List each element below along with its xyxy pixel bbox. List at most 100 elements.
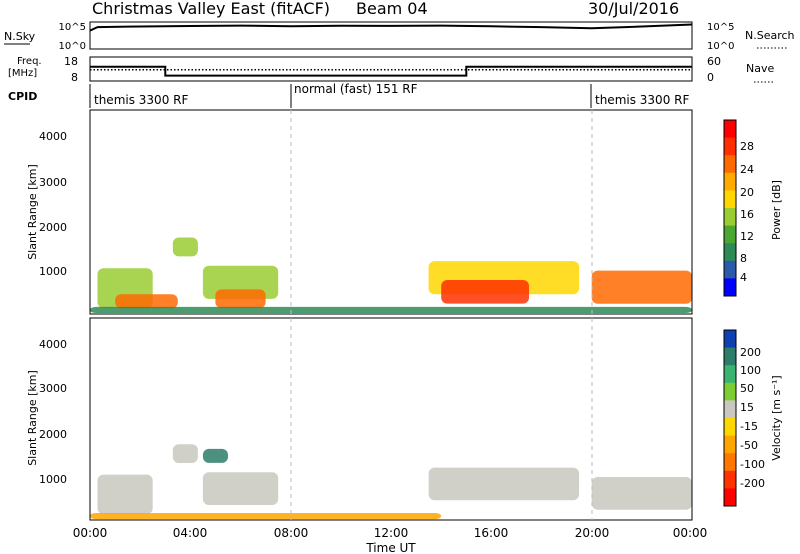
power-colorbar-swatch — [724, 243, 736, 262]
nsearch-tick-bottom: 10^0 — [707, 41, 734, 52]
velocity-echo-region — [202, 472, 279, 505]
time-axis-label: Time UT — [365, 541, 416, 554]
nave-label: Nave — [746, 62, 774, 75]
time-axis: 00:00 04:00 08:00 12:00 16:00 20:00 00:0… — [73, 526, 708, 554]
power-cbar-tick-24: 24 — [740, 163, 754, 176]
power-colorbar-swatch — [724, 155, 736, 174]
cpid-segment-1: themis 3300 RF — [94, 93, 188, 107]
velocity-cbar-tick-50: 50 — [740, 382, 754, 395]
velocity-echo-region — [591, 477, 692, 510]
velocity-colorbar-swatch — [724, 488, 736, 507]
beam-label: Beam 04 — [356, 0, 428, 18]
date-label: 30/Jul/2016 — [588, 0, 679, 18]
power-cbar-tick-4: 4 — [740, 271, 747, 284]
velocity-colorbar-swatch — [724, 435, 736, 454]
velocity-ytick-3000: 3000 — [39, 382, 67, 395]
velocity-ytick-1000: 1000 — [39, 473, 67, 486]
velocity-echo-region — [97, 474, 153, 515]
nsky-series — [89, 23, 693, 32]
cpid-segment-2: normal (fast) 151 RF — [294, 82, 418, 96]
power-echo-region — [90, 306, 692, 313]
power-echo-region — [441, 280, 529, 304]
time-tick-2000: 20:00 — [575, 526, 610, 540]
power-panel: 4000 3000 2000 1000 Slant Range [km] 28 … — [26, 109, 783, 315]
cpid-segment-3: themis 3300 RF — [595, 93, 689, 107]
velocity-echo-region — [428, 467, 580, 501]
velocity-echo-region — [202, 448, 228, 463]
power-data — [90, 237, 692, 313]
nave-tick-top: 60 — [707, 55, 721, 68]
time-tick-0000: 00:00 — [73, 526, 108, 540]
power-echo-region — [591, 270, 692, 304]
power-cbar-tick-16: 16 — [740, 208, 754, 221]
cpid-label: CPID — [8, 90, 37, 103]
velocity-echo-region — [90, 513, 442, 520]
velocity-colorbar-swatch — [724, 400, 736, 419]
velocity-cbar-tick-100: 100 — [740, 364, 761, 377]
nsky-label: N.Sky — [4, 30, 36, 43]
cpid-row: CPID themis 3300 RF normal (fast) 151 RF… — [8, 82, 689, 108]
freq-series — [90, 65, 692, 77]
power-cbar-tick-8: 8 — [740, 252, 747, 265]
freq-tick-top: 18 — [64, 55, 78, 68]
time-tick-2400: 00:00 — [673, 526, 708, 540]
power-colorbar-swatch — [724, 225, 736, 244]
velocity-cbar-tick-m15: -15 — [740, 420, 758, 433]
velocity-colorbar-swatch — [724, 470, 736, 489]
velocity-cbar-tick-m200: -200 — [740, 477, 765, 490]
power-ytick-3000: 3000 — [39, 176, 67, 189]
power-echo-region — [115, 294, 178, 309]
freq-tick-bottom: 8 — [71, 71, 78, 84]
velocity-colorbar-swatch — [724, 347, 736, 366]
velocity-colorbar-frame — [723, 329, 737, 507]
nsearch-tick-top: 10^5 — [707, 22, 734, 33]
power-cbar-tick-20: 20 — [740, 186, 754, 199]
power-colorbar-swatch — [724, 208, 736, 227]
nsky-tick-top: 10^5 — [59, 22, 86, 33]
velocity-colorbar-label: Velocity [m s⁻¹] — [770, 375, 783, 460]
power-colorbar-swatch — [724, 278, 736, 297]
time-tick-1600: 16:00 — [474, 526, 509, 540]
power-ytick-2000: 2000 — [39, 221, 67, 234]
plot-title: Christmas Valley East (fitACF) — [92, 0, 330, 18]
nave-tick-bottom: 0 — [707, 71, 714, 84]
nsky-frame — [89, 21, 693, 50]
velocity-colorbar: 200 100 50 15 -15 -50 -100 -200 Velocity… — [723, 329, 783, 507]
power-colorbar-swatch — [724, 260, 736, 279]
power-ytick-1000: 1000 — [39, 265, 67, 278]
power-echo-region — [172, 237, 198, 257]
time-tick-1200: 12:00 — [374, 526, 409, 540]
velocity-colorbar-swatch — [724, 382, 736, 401]
velocity-ytick-4000: 4000 — [39, 338, 67, 351]
power-colorbar: 28 24 20 16 12 8 4 Power [dB] — [723, 119, 783, 297]
velocity-colorbar-swatch — [724, 330, 736, 349]
velocity-cbar-tick-200: 200 — [740, 346, 761, 359]
velocity-frame — [89, 317, 693, 521]
velocity-colorbar-swatch — [724, 365, 736, 384]
freq-unit-label: [MHz] — [8, 68, 37, 79]
nsky-panel: N.Sky 10^5 10^0 10^5 10^0 N.Search — [4, 21, 795, 52]
power-cbar-tick-12: 12 — [740, 230, 754, 243]
power-cbar-tick-28: 28 — [740, 140, 754, 153]
power-colorbar-swatch — [724, 190, 736, 209]
velocity-echo-region — [172, 444, 198, 463]
power-colorbar-frame — [723, 119, 737, 297]
velocity-cbar-tick-m100: -100 — [740, 458, 765, 471]
nsky-tick-bottom: 10^0 — [59, 41, 86, 52]
velocity-cbar-tick-15: 15 — [740, 401, 754, 414]
power-colorbar-swatch — [724, 172, 736, 191]
freq-panel: Freq. [MHz] 18 8 60 0 Nave — [8, 55, 774, 84]
time-tick-0800: 08:00 — [274, 526, 309, 540]
nsearch-label: N.Search — [745, 29, 795, 42]
velocity-data — [90, 444, 692, 520]
power-ylabel: Slant Range [km] — [26, 164, 39, 260]
time-tick-0400: 04:00 — [173, 526, 208, 540]
freq-label: Freq. — [17, 56, 42, 67]
velocity-ytick-2000: 2000 — [39, 428, 67, 441]
velocity-cbar-tick-m50: -50 — [740, 439, 758, 452]
velocity-colorbar-swatch — [724, 418, 736, 437]
power-colorbar-label: Power [dB] — [770, 180, 783, 240]
velocity-ylabel: Slant Range [km] — [26, 370, 39, 466]
power-colorbar-swatch — [724, 120, 736, 139]
